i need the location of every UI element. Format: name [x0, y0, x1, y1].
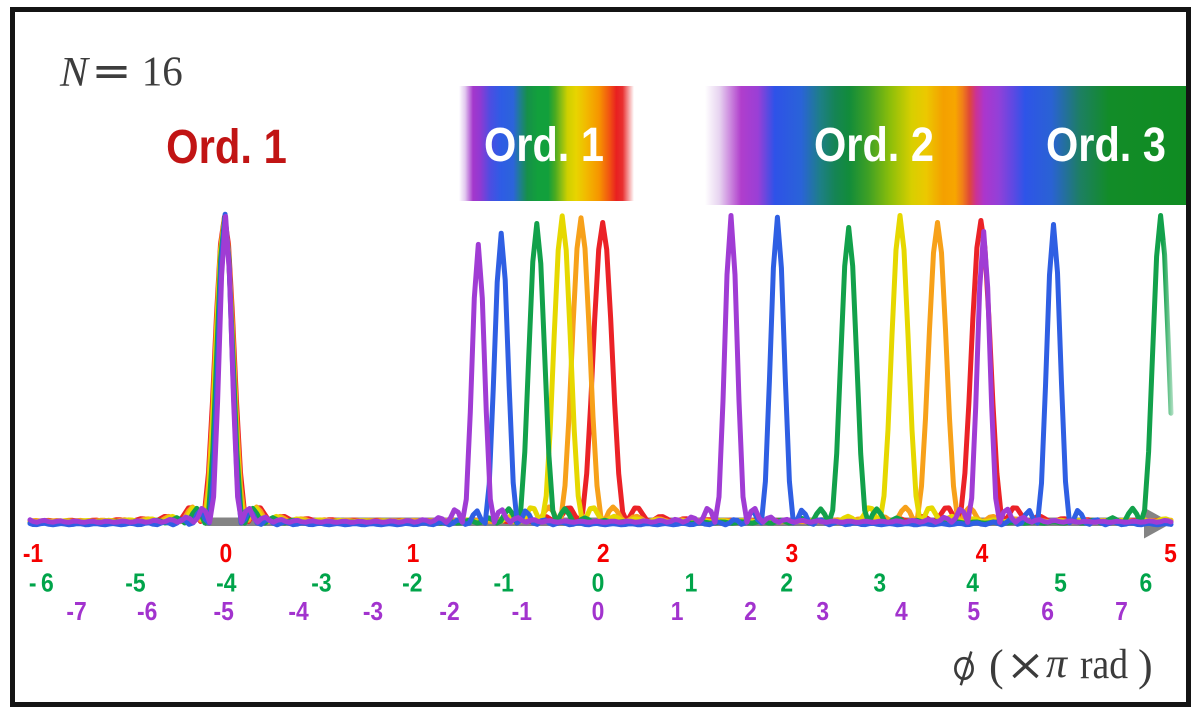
- svg-text:5: 5: [967, 598, 980, 627]
- svg-text:Ord. 2: Ord. 2: [814, 117, 934, 172]
- svg-text:Ord. 1: Ord. 1: [166, 119, 287, 173]
- svg-text:- 6: - 6: [29, 569, 54, 598]
- svg-text:Ord. 3: Ord. 3: [1046, 117, 1166, 172]
- svg-text:N: N: [59, 50, 90, 96]
- svg-text:5: 5: [1054, 569, 1067, 598]
- svg-text:3: 3: [816, 598, 829, 627]
- svg-text:3: 3: [873, 569, 886, 598]
- svg-text:0: 0: [592, 598, 605, 627]
- svg-text:1: 1: [671, 598, 684, 627]
- svg-text:16: 16: [142, 50, 183, 96]
- svg-text:(: (: [989, 641, 1004, 690]
- svg-text:2: 2: [597, 540, 610, 569]
- svg-text:7: 7: [1115, 598, 1128, 627]
- svg-text:-1: -1: [512, 598, 532, 627]
- svg-text:4: 4: [895, 598, 908, 627]
- svg-text:-7: -7: [66, 598, 86, 627]
- svg-text:-6: -6: [137, 598, 157, 627]
- svg-text:-1: -1: [23, 540, 43, 569]
- svg-text:-4: -4: [288, 598, 309, 627]
- svg-text:3: 3: [785, 540, 798, 569]
- svg-text:6: 6: [1139, 569, 1152, 598]
- svg-text:2: 2: [744, 598, 757, 627]
- svg-text:π: π: [1046, 641, 1068, 687]
- svg-text:1: 1: [407, 540, 420, 569]
- svg-text:-4: -4: [216, 569, 237, 598]
- svg-text:-5: -5: [214, 598, 234, 627]
- svg-text:-2: -2: [439, 598, 459, 627]
- svg-text:-3: -3: [363, 598, 383, 627]
- svg-text:0: 0: [219, 540, 232, 569]
- svg-text:4: 4: [966, 569, 979, 598]
- svg-text:6: 6: [1041, 598, 1054, 627]
- svg-text:rad: rad: [1080, 642, 1128, 688]
- svg-text:5: 5: [1164, 540, 1177, 569]
- svg-text:1: 1: [685, 569, 698, 598]
- svg-text:): ): [1138, 641, 1153, 690]
- svg-text:-1: -1: [494, 569, 514, 598]
- svg-text:-3: -3: [311, 569, 331, 598]
- svg-text:0: 0: [592, 569, 605, 598]
- svg-text:-5: -5: [125, 569, 145, 598]
- svg-text:-2: -2: [402, 569, 422, 598]
- svg-text:Ord. 1: Ord. 1: [484, 117, 604, 172]
- svg-text:2: 2: [780, 569, 793, 598]
- svg-text:4: 4: [976, 540, 989, 569]
